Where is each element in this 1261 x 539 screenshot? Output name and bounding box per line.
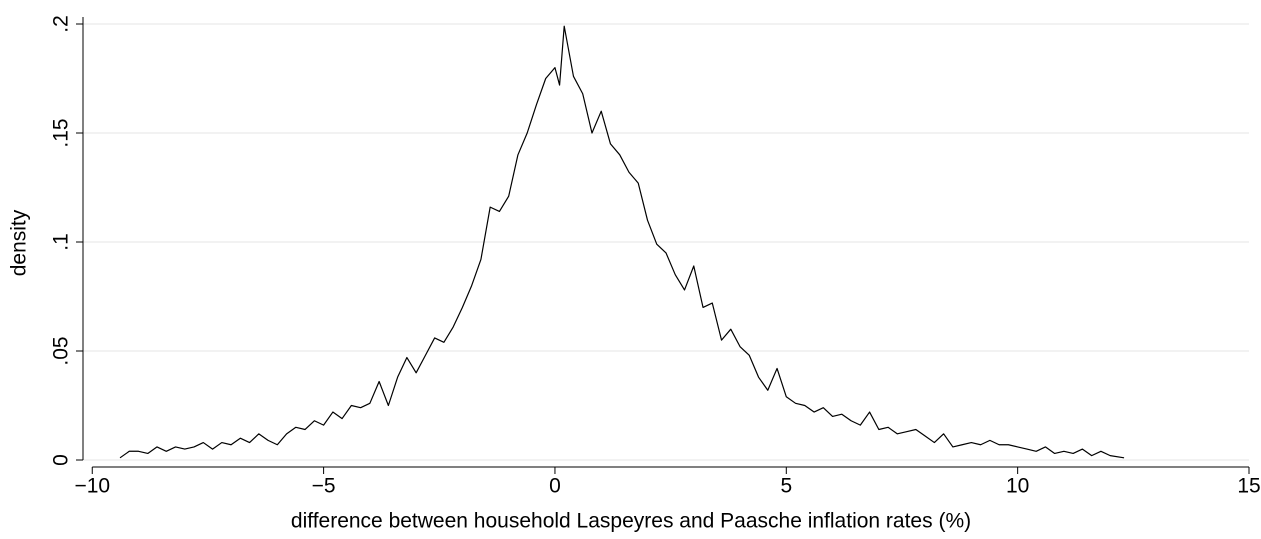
x-tick-label: 5 [780,475,792,498]
x-tick-label: 10 [1006,475,1029,498]
y-tick-label: .1 [50,233,73,251]
y-axis-title: density [8,209,31,276]
x-tick-label: −5 [312,475,336,498]
y-tick-label: .15 [50,118,73,147]
x-tick-label: −10 [74,475,110,498]
x-tick-label: 15 [1237,475,1260,498]
y-tick-label: .05 [50,336,73,365]
density-line [119,25,1125,459]
y-tick-label: 0 [50,454,73,466]
y-tick-label: .2 [50,15,73,33]
x-axis-title: difference between household Laspeyres a… [291,510,971,533]
x-tick-label: 0 [549,475,561,498]
